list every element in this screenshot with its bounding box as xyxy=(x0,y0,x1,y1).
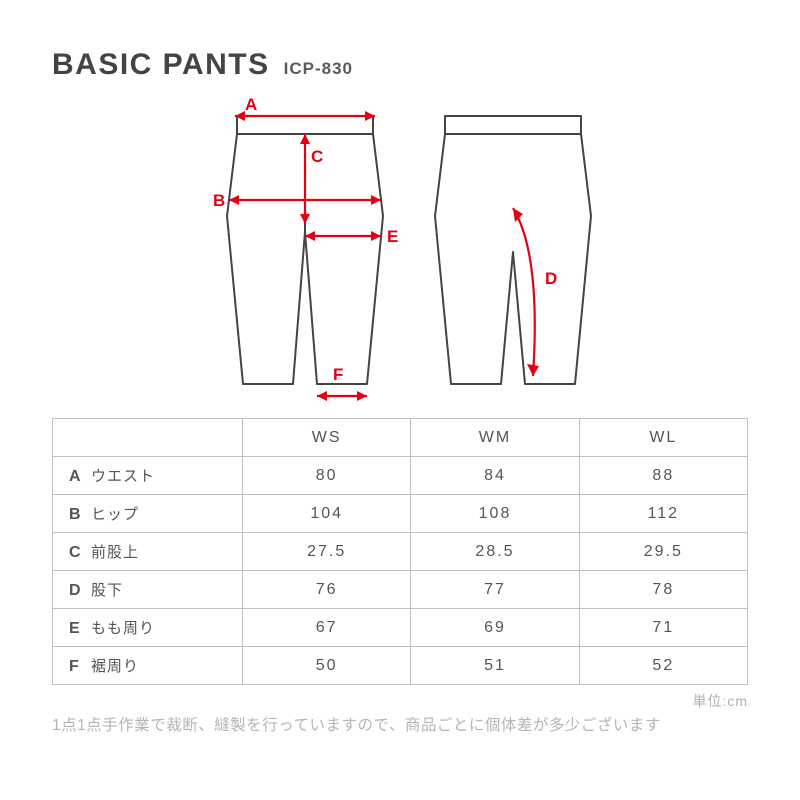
row-letter: E xyxy=(69,620,91,638)
size-cell: 88 xyxy=(579,457,747,495)
table-row: Bヒップ104108112 xyxy=(53,495,748,533)
row-label: Aウエスト xyxy=(53,457,243,495)
arrowhead-icon xyxy=(317,391,327,401)
page: BASIC PANTS ICP-830 A C xyxy=(0,0,800,800)
size-cell: 80 xyxy=(243,457,411,495)
row-letter: F xyxy=(69,658,91,676)
size-cell: 67 xyxy=(243,609,411,647)
table-row: F裾周り505152 xyxy=(53,647,748,685)
measure-label-e: E xyxy=(387,227,398,246)
size-cell: 29.5 xyxy=(579,533,747,571)
row-label: D股下 xyxy=(53,571,243,609)
page-title: BASIC PANTS xyxy=(52,48,270,82)
diagram: A C B E F xyxy=(52,90,748,404)
table-row: C前股上27.528.529.5 xyxy=(53,533,748,571)
unit-label: 単位:cm xyxy=(52,691,748,711)
arrowhead-icon xyxy=(357,391,367,401)
size-table-body: Aウエスト808488Bヒップ104108112C前股上27.528.529.5… xyxy=(53,457,748,685)
table-row: Aウエスト808488 xyxy=(53,457,748,495)
row-letter: C xyxy=(69,544,91,562)
size-cell: 52 xyxy=(579,647,747,685)
row-label: Bヒップ xyxy=(53,495,243,533)
row-letter: B xyxy=(69,506,91,524)
back-waistband xyxy=(445,116,581,134)
table-row: D股下767778 xyxy=(53,571,748,609)
size-cell: 27.5 xyxy=(243,533,411,571)
row-name: 股下 xyxy=(91,582,123,599)
size-cell: 76 xyxy=(243,571,411,609)
header-col: WS xyxy=(243,419,411,457)
size-cell: 71 xyxy=(579,609,747,647)
row-name: もも周り xyxy=(91,620,155,637)
row-name: 裾周り xyxy=(91,658,139,675)
pants-diagram-svg: A C B E F xyxy=(185,90,615,404)
size-cell: 108 xyxy=(411,495,579,533)
measure-label-b: B xyxy=(213,191,225,210)
sku-code: ICP-830 xyxy=(284,59,353,79)
row-name: ウエスト xyxy=(91,468,155,485)
row-name: ヒップ xyxy=(91,506,139,523)
measure-label-f: F xyxy=(333,365,343,384)
size-cell: 50 xyxy=(243,647,411,685)
title-row: BASIC PANTS ICP-830 xyxy=(52,48,748,82)
size-cell: 78 xyxy=(579,571,747,609)
measure-label-d: D xyxy=(545,269,557,288)
header-col: WM xyxy=(411,419,579,457)
size-cell: 112 xyxy=(579,495,747,533)
size-cell: 77 xyxy=(411,571,579,609)
size-cell: 104 xyxy=(243,495,411,533)
header-blank xyxy=(53,419,243,457)
row-letter: A xyxy=(69,468,91,486)
header-col: WL xyxy=(579,419,747,457)
size-table: WS WM WL Aウエスト808488Bヒップ104108112C前股上27.… xyxy=(52,418,748,685)
measure-label-a: A xyxy=(245,95,257,114)
back-body xyxy=(435,134,591,384)
row-label: F裾周り xyxy=(53,647,243,685)
size-cell: 51 xyxy=(411,647,579,685)
row-label: C前股上 xyxy=(53,533,243,571)
disclaimer-note: 1点1点手作業で裁断、縫製を行っていますので、商品ごとに個体差が多少ございます xyxy=(52,713,748,735)
row-name: 前股上 xyxy=(91,544,139,561)
measure-label-c: C xyxy=(311,147,323,166)
table-header-row: WS WM WL xyxy=(53,419,748,457)
size-cell: 84 xyxy=(411,457,579,495)
size-cell: 28.5 xyxy=(411,533,579,571)
row-label: Eもも周り xyxy=(53,609,243,647)
front-waistband xyxy=(237,116,373,134)
row-letter: D xyxy=(69,582,91,600)
size-cell: 69 xyxy=(411,609,579,647)
table-row: Eもも周り676971 xyxy=(53,609,748,647)
